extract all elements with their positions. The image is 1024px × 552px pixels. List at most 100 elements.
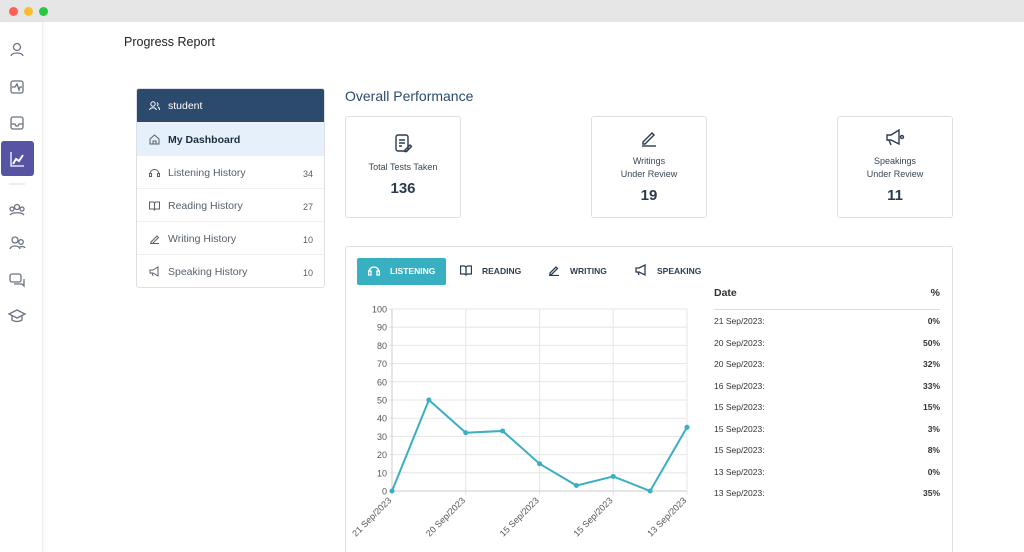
row-percent: 32% xyxy=(922,359,940,369)
point xyxy=(537,461,542,467)
inbox-icon[interactable] xyxy=(10,116,24,130)
row-date: 13 Sep/2023: xyxy=(714,466,765,477)
stat-icon xyxy=(395,134,413,153)
stat-value: 136 xyxy=(390,180,416,197)
table-row: 13 Sep/2023: 0% xyxy=(714,467,940,481)
chart-panel xyxy=(345,246,953,552)
y-tick-label: 10 xyxy=(377,468,387,478)
row-percent: 33% xyxy=(922,380,940,391)
minimize-button[interactable] xyxy=(24,7,33,16)
table-row: 20 Sep/2023: 32% xyxy=(714,359,940,373)
x-tick-label: 20 Sep/2023 xyxy=(424,495,467,538)
y-tick-label: 50 xyxy=(377,396,387,406)
row-percent: 0% xyxy=(927,466,940,477)
tab[interactable]: READING xyxy=(459,258,521,285)
chart-icon[interactable] xyxy=(10,152,24,167)
stat-card: Total Tests Taken 136 xyxy=(345,116,461,218)
x-tick-label: 15 Sep/2023 xyxy=(498,495,541,538)
stat-icon xyxy=(642,132,656,147)
stat-label: Under Review xyxy=(866,169,924,179)
stat-value: 19 xyxy=(640,187,658,204)
maximize-button[interactable] xyxy=(39,7,48,16)
x-tick-label: 21 Sep/2023 xyxy=(350,495,393,538)
y-tick-label: 40 xyxy=(377,414,387,424)
stat-icon xyxy=(886,128,905,146)
groups-icon[interactable] xyxy=(9,203,25,216)
menu-item[interactable]: My Dashboard xyxy=(137,122,324,156)
row-date: 21 Sep/2023: xyxy=(714,316,765,326)
row-percent: 35% xyxy=(922,488,940,498)
menu-count: 10 xyxy=(302,268,313,278)
stat-label: Speakings xyxy=(873,156,917,166)
stat-value: 11 xyxy=(887,187,903,204)
y-tick-label: 20 xyxy=(377,450,387,460)
menu-label: My Dashboard xyxy=(168,134,241,146)
point xyxy=(684,424,690,430)
menu-icon xyxy=(150,235,160,244)
row-percent: 8% xyxy=(927,445,940,455)
row-date: 15 Sep/2023: xyxy=(714,423,765,434)
menu-label: Reading History xyxy=(168,200,243,212)
tab[interactable]: WRITING xyxy=(548,258,607,285)
active-tab-bg xyxy=(357,258,446,285)
tab-label: SPEAKING xyxy=(657,266,702,276)
chat-icon[interactable] xyxy=(9,273,25,288)
active-nav[interactable] xyxy=(1,141,34,176)
row-date: 20 Sep/2023: xyxy=(714,359,765,369)
tab-icon xyxy=(459,265,473,276)
menu-icon xyxy=(149,266,159,277)
tab-label: WRITING xyxy=(570,266,607,276)
tab[interactable]: SPEAKING xyxy=(635,258,701,285)
rail-icons xyxy=(1,42,34,323)
row-percent: 0% xyxy=(927,316,940,326)
users-icon[interactable] xyxy=(9,236,26,250)
table-row: 20 Sep/2023: 50% xyxy=(714,338,940,352)
header-percent: % xyxy=(930,287,940,299)
stat-label: Under Review xyxy=(620,169,678,179)
table-row: 16 Sep/2023: 33% xyxy=(714,381,940,395)
menu-label: Listening History xyxy=(168,167,246,179)
row-percent: 3% xyxy=(927,423,940,434)
y-tick-label: 80 xyxy=(377,341,387,351)
menu-item[interactable]: Reading History 27 xyxy=(137,188,324,222)
tab-icon xyxy=(549,266,559,277)
activity-icon[interactable] xyxy=(10,80,24,94)
table-row: 15 Sep/2023: 15% xyxy=(714,402,940,416)
chart: 0 10 20 30 40 50 60 70 80 90 100 21 Sep/2023 20 Sep/… xyxy=(350,305,690,539)
menu-label: Speaking History xyxy=(168,266,248,278)
y-tick-label: 0 xyxy=(382,487,387,497)
table-row: 21 Sep/2023: 0% xyxy=(714,316,940,330)
menu-label: Writing History xyxy=(168,233,237,245)
tab[interactable]: LISTENING xyxy=(367,258,435,285)
y-tick-label: 70 xyxy=(377,359,387,369)
menu-item[interactable]: Writing History 10 xyxy=(137,221,324,255)
menu-icon xyxy=(149,169,160,177)
row-percent: 50% xyxy=(922,337,940,348)
menu-item[interactable]: Listening History 34 xyxy=(137,155,324,189)
close-button[interactable] xyxy=(9,7,18,16)
title-bar xyxy=(0,0,1024,22)
point xyxy=(647,488,653,494)
menu-item[interactable]: Speaking History 10 xyxy=(137,254,324,287)
row-date: 20 Sep/2023: xyxy=(714,337,765,348)
table-header: Date% xyxy=(714,287,940,310)
header-date: Date xyxy=(714,287,737,299)
tab-icon xyxy=(635,263,646,277)
y-tick-label: 90 xyxy=(377,323,387,333)
stat-label: Writings xyxy=(632,156,666,166)
profile-icon[interactable] xyxy=(10,42,24,57)
point xyxy=(426,397,432,403)
y-tick-label: 60 xyxy=(377,377,387,387)
education-icon[interactable] xyxy=(7,309,27,323)
menu-icon xyxy=(149,201,160,211)
y-tick-label: 30 xyxy=(377,432,387,442)
side-menu: student My Dashboard Listening History 34 R… xyxy=(136,88,325,288)
stat-card: Writings Under Review 19 xyxy=(591,116,707,218)
tab-icon xyxy=(367,266,381,276)
section-title: Overall Performance xyxy=(345,88,474,104)
stat-card: Speakings Under Review 11 xyxy=(837,116,953,218)
icon-rail xyxy=(0,22,43,552)
row-date: 15 Sep/2023: xyxy=(714,402,765,412)
y-tick-label: 100 xyxy=(372,305,387,315)
